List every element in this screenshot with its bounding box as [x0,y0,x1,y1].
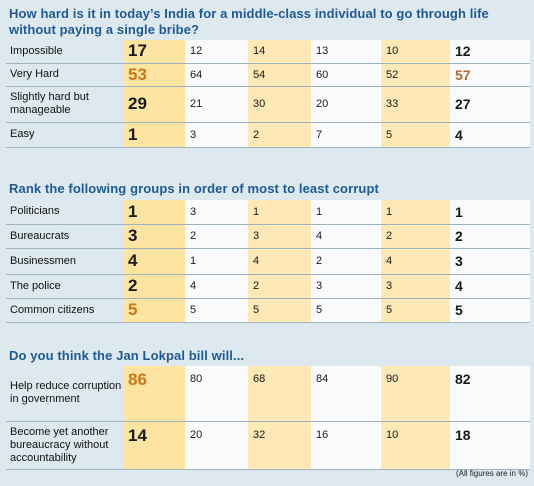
table-row: Politicians 1 3 1 1 1 1 [6,200,530,225]
value-cell: 3 [450,248,530,275]
value-cell: 7 [311,122,381,148]
value-cell: 1 [123,200,185,225]
row-label: Impossible [6,40,123,64]
value-cell: 4 [311,224,381,249]
value-cell: 2 [248,122,311,148]
value-cell: 29 [123,86,185,123]
row-label: Businessmen [6,248,123,275]
value-cell: 52 [381,63,450,87]
value-cell: 13 [311,40,381,64]
value-cell: 60 [311,63,381,87]
value-cell: 17 [123,40,185,64]
value-cell: 4 [381,248,450,275]
value-cell: 3 [185,200,248,225]
value-cell: 2 [185,224,248,249]
section-3-title: Do you think the Jan Lokpal bill will... [9,348,245,363]
value-cell: 80 [185,366,248,422]
value-cell: 21 [185,86,248,123]
row-label: Become yet another bureaucracy without a… [6,421,123,470]
value-cell: 18 [450,421,530,470]
value-cell: 5 [123,298,185,323]
value-cell: 5 [381,122,450,148]
value-cell: 16 [311,421,381,470]
value-cell: 53 [123,63,185,87]
value-cell: 3 [311,274,381,299]
value-cell: 1 [248,200,311,225]
bribe-difficulty-table: Impossible 17 12 14 13 10 12 Very Hard 5… [6,40,530,148]
value-cell: 20 [311,86,381,123]
value-cell: 90 [381,366,450,422]
row-label: Slightly hard but manageable [6,86,123,123]
value-cell: 14 [248,40,311,64]
value-cell: 4 [185,274,248,299]
value-cell: 2 [450,224,530,249]
table-row: Common citizens 5 5 5 5 5 5 [6,298,530,323]
row-label: The police [6,274,123,299]
value-cell: 3 [185,122,248,148]
value-cell: 4 [450,274,530,299]
footnote: (All figures are in %) [455,469,528,478]
table-row: Businessmen 4 1 4 2 4 3 [6,248,530,275]
value-cell: 4 [450,122,530,148]
corruption-ranking-table: Politicians 1 3 1 1 1 1 Bureaucrats 3 2 … [6,200,530,323]
value-cell: 1 [450,200,530,225]
value-cell: 33 [381,86,450,123]
value-cell: 64 [185,63,248,87]
value-cell: 86 [123,366,185,422]
value-cell: 3 [381,274,450,299]
row-label: Bureaucrats [6,224,123,249]
value-cell: 68 [248,366,311,422]
table-row: Easy 1 3 2 7 5 4 [6,122,530,148]
table-row: Help reduce corruption in government 86 … [6,366,530,422]
value-cell: 2 [123,274,185,299]
section-2-title: Rank the following groups in order of mo… [9,181,379,196]
value-cell: 5 [248,298,311,323]
value-cell: 82 [450,366,530,422]
value-cell: 20 [185,421,248,470]
value-cell: 14 [123,421,185,470]
table-row: Impossible 17 12 14 13 10 12 [6,40,530,64]
value-cell: 32 [248,421,311,470]
value-cell: 3 [123,224,185,249]
value-cell: 1 [381,200,450,225]
value-cell: 4 [248,248,311,275]
table-row: The police 2 4 2 3 3 4 [6,274,530,299]
value-cell: 27 [450,86,530,123]
value-cell: 5 [381,298,450,323]
value-cell: 2 [311,248,381,275]
value-cell: 10 [381,421,450,470]
row-label: Easy [6,122,123,148]
value-cell: 12 [185,40,248,64]
value-cell: 54 [248,63,311,87]
value-cell: 3 [248,224,311,249]
table-row: Bureaucrats 3 2 3 4 2 2 [6,224,530,249]
lokpal-bill-table: Help reduce corruption in government 86 … [6,366,530,470]
value-cell: 1 [311,200,381,225]
table-row: Slightly hard but manageable 29 21 30 20… [6,86,530,123]
value-cell: 1 [123,122,185,148]
value-cell: 30 [248,86,311,123]
value-cell: 84 [311,366,381,422]
row-label: Common citizens [6,298,123,323]
value-cell: 12 [450,40,530,64]
value-cell: 57 [450,63,530,87]
value-cell: 2 [381,224,450,249]
table-row: Very Hard 53 64 54 60 52 57 [6,63,530,87]
row-label: Very Hard [6,63,123,87]
value-cell: 4 [123,248,185,275]
value-cell: 5 [311,298,381,323]
value-cell: 5 [185,298,248,323]
row-label: Help reduce corruption in government [6,366,123,422]
value-cell: 1 [185,248,248,275]
section-1-title: How hard is it in today’s India for a mi… [9,6,489,37]
value-cell: 10 [381,40,450,64]
value-cell: 2 [248,274,311,299]
value-cell: 5 [450,298,530,323]
table-row: Become yet another bureaucracy without a… [6,421,530,470]
row-label: Politicians [6,200,123,225]
